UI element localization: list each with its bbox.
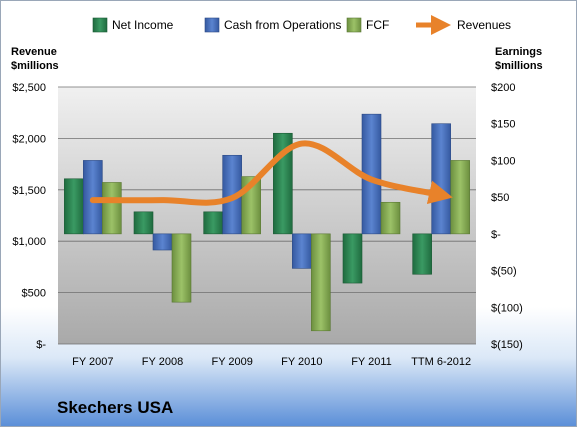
left-tick-label: $- bbox=[36, 339, 46, 351]
fcf-bar bbox=[380, 201, 401, 235]
net-income-bar bbox=[64, 178, 84, 235]
right-tick-label: $200 bbox=[491, 82, 515, 94]
legend-label-cash-from-operations: Cash from Operations bbox=[224, 18, 341, 32]
cash-from-operations-bar bbox=[152, 233, 173, 251]
left-tick-label: $1,000 bbox=[12, 236, 46, 248]
legend: Net Income Cash from Operations FCF Reve… bbox=[92, 15, 511, 35]
legend-label-net-income: Net Income bbox=[112, 18, 174, 32]
legend-swatch-fcf bbox=[346, 17, 362, 33]
left-tick-label: $500 bbox=[22, 288, 46, 300]
fcf-bar bbox=[171, 233, 192, 303]
right-axis-title-line1: Earnings bbox=[495, 46, 542, 58]
revenue-line-group bbox=[89, 140, 453, 206]
right-tick-label: $150 bbox=[491, 119, 515, 131]
net-income-bar bbox=[133, 211, 154, 235]
category-label: FY 2009 bbox=[211, 356, 252, 368]
legend-label-fcf: FCF bbox=[366, 18, 389, 32]
left-axis-ticks: $- $500 $1,000 $1,500 $2,000 $2,500 bbox=[12, 82, 46, 351]
legend-swatch-cash-from-operations bbox=[204, 17, 220, 33]
net-income-bar bbox=[412, 233, 432, 275]
right-axis-ticks: $200 $150 $100 $50 $- $(50) $(100) $(150) bbox=[491, 82, 523, 351]
legend-label-revenues: Revenues bbox=[457, 18, 511, 32]
cash-from-operations-bar bbox=[292, 233, 312, 269]
category-label: TTM 6-2012 bbox=[411, 356, 471, 368]
category-labels: FY 2007 FY 2008 FY 2009 FY 2010 FY 2011 TTM 6… bbox=[72, 356, 471, 368]
company-caption: Skechers USA bbox=[57, 398, 174, 417]
category-label: FY 2007 bbox=[72, 356, 113, 368]
cash-from-operations-bar bbox=[431, 123, 451, 235]
category-label: FY 2011 bbox=[351, 356, 392, 368]
gridlines bbox=[58, 86, 476, 345]
left-tick-label: $2,500 bbox=[12, 82, 46, 94]
right-axis-title-line2: $millions bbox=[495, 60, 543, 72]
plot-area bbox=[58, 87, 476, 344]
right-tick-label: $50 bbox=[491, 192, 509, 204]
fcf-bar bbox=[450, 160, 470, 235]
fcf-bar bbox=[102, 182, 122, 235]
right-tick-label: $(100) bbox=[491, 302, 523, 314]
left-tick-label: $1,500 bbox=[12, 185, 46, 197]
left-axis-title-line1: Revenue bbox=[11, 46, 57, 58]
revenues-line bbox=[89, 140, 453, 206]
legend-swatch-net-income bbox=[92, 17, 108, 33]
right-tick-label: $100 bbox=[491, 155, 515, 167]
category-label: FY 2010 bbox=[281, 356, 322, 368]
net-income-bar bbox=[342, 233, 363, 284]
bars bbox=[64, 113, 470, 332]
fcf-bar bbox=[311, 233, 331, 332]
right-tick-label: $(150) bbox=[491, 339, 523, 351]
left-axis-title-line2: $millions bbox=[11, 60, 59, 72]
net-income-bar bbox=[203, 211, 223, 235]
category-label: FY 2008 bbox=[142, 356, 183, 368]
right-tick-label: $- bbox=[491, 229, 501, 241]
right-tick-label: $(50) bbox=[491, 266, 517, 278]
left-tick-label: $2,000 bbox=[12, 133, 46, 145]
